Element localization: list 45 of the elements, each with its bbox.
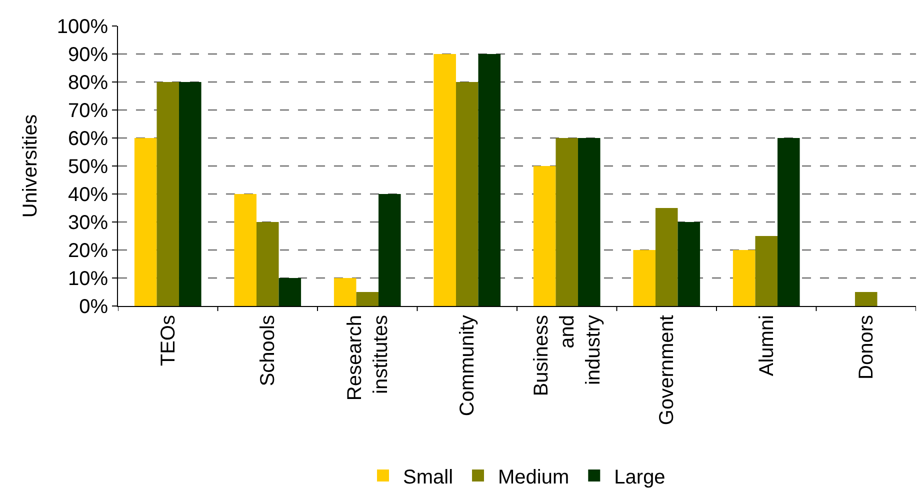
bar: [134, 138, 157, 306]
y-tick-label: 70%: [68, 100, 108, 122]
y-tick-label: 80%: [68, 72, 108, 94]
bar: [533, 166, 556, 306]
bar: [234, 194, 256, 306]
x-tick-label: Research institutes: [344, 315, 392, 401]
y-tick-label: 60%: [68, 128, 108, 150]
bar: [755, 236, 778, 306]
bar: [434, 54, 456, 306]
bar: [156, 82, 180, 306]
x-tick-label: Government: [656, 314, 678, 426]
y-tick-label: 90%: [68, 44, 108, 66]
bar: [256, 222, 279, 306]
bar: [854, 292, 878, 306]
x-tick-label: Alumni: [756, 315, 778, 376]
legend-label: Large: [614, 466, 666, 488]
y-tick-label: 40%: [68, 184, 108, 206]
bar: [334, 278, 356, 306]
bar: [278, 278, 302, 306]
x-tick-label: Business and industry: [530, 315, 604, 396]
bar: [655, 208, 678, 306]
x-tick-label: Community: [456, 315, 479, 416]
bar: [633, 250, 656, 306]
y-tick-label: 20%: [68, 240, 108, 262]
x-tick-label: Donors: [856, 315, 878, 380]
bar: [778, 138, 800, 306]
bar: [478, 54, 501, 306]
y-tick-label: 100%: [56, 16, 108, 38]
legend-label: Medium: [498, 466, 570, 488]
bar: [678, 222, 700, 306]
legend-label: Small: [403, 466, 454, 488]
bar: [456, 82, 478, 306]
bar: [179, 82, 202, 306]
y-tick-label: 50%: [68, 156, 108, 178]
y-axis-title: Universities: [19, 114, 42, 218]
bar: [732, 250, 756, 306]
bar: [378, 194, 401, 306]
y-tick-label: 30%: [68, 212, 108, 234]
bar: [356, 292, 379, 306]
x-tick-label: TEOs: [157, 315, 180, 366]
x-tick-label: Schools: [257, 315, 280, 386]
bar: [578, 138, 600, 306]
y-tick-label: 10%: [68, 268, 108, 290]
y-tick-label: 0%: [79, 296, 108, 318]
bar: [556, 138, 578, 306]
